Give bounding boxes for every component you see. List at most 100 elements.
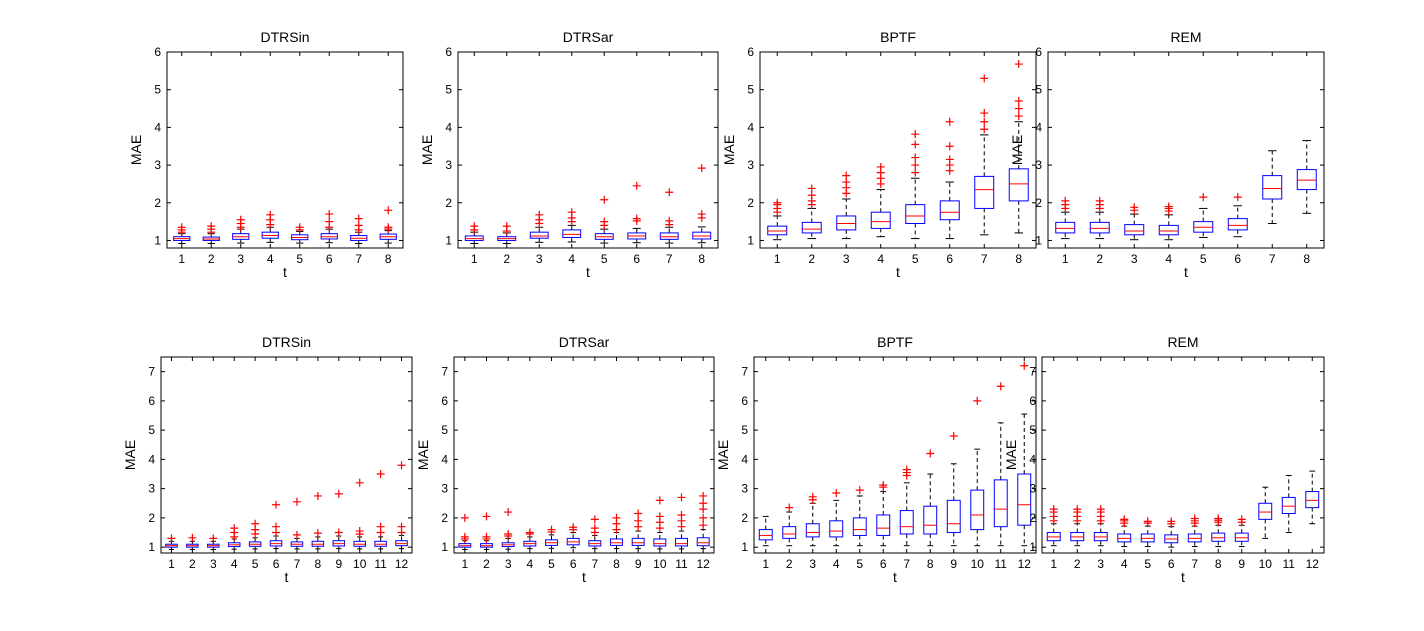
chart-1-box-8 [379,206,397,244]
chart-5-box-4 [227,524,241,550]
chart-2-ytick-label: 1 [445,233,452,247]
chart-4-xtick-label: 5 [1200,252,1207,266]
outlier-marker [1049,505,1058,514]
box-iqr [782,526,797,539]
outlier-marker [996,382,1005,391]
chart-5-ylabel: MAE [122,440,138,470]
outlier-marker [600,195,609,204]
box-iqr [1089,221,1110,234]
chart-8-box-1 [1046,505,1061,547]
box-iqr [899,510,914,535]
chart-7-ytick-label: 2 [741,511,748,525]
chart-7-box-10 [970,396,985,547]
box-iqr [1124,224,1145,236]
chart-1-box-5 [291,223,309,244]
box-iqr [905,204,926,224]
chart-3: BPTF MAE t 1 2 3 4 5 6 1 2 3 4 5 6 7 8 [721,29,1037,280]
chart-8-xtick-label: 5 [1144,557,1151,571]
chart-5-axes-frame [160,356,413,554]
chart-5-ytick-label: 5 [148,423,155,437]
box-iqr [1296,169,1317,191]
outlier-marker [1190,514,1199,523]
outlier-marker [634,509,643,518]
outlier-marker [1095,196,1104,205]
chart-7-xtick-label: 6 [880,557,887,571]
chart-6-ytick-label: 6 [441,394,448,408]
chart-8-box-5 [1140,517,1155,548]
chart-5-box-10 [353,478,366,550]
chart-1-xtick-label: 7 [355,252,362,266]
chart-2-ytick-label: 4 [445,120,452,134]
outlier-marker [325,210,334,219]
chart-7-box-2 [782,503,797,547]
chart-6-box-2 [480,512,493,550]
chart-8-xtick-label: 4 [1121,557,1128,571]
outlier-marker [697,210,706,219]
box-iqr [631,537,645,546]
outlier-marker [634,516,643,525]
outlier-marker [1199,193,1208,202]
chart-4-xtick-label: 4 [1165,252,1172,266]
chart-7-ytick-label: 5 [741,423,748,437]
chart-3-box-5 [905,130,926,240]
chart-6-box-4 [523,528,537,550]
chart-3-box-6 [939,117,960,240]
chart-2-xlabel: t [586,264,590,280]
chart-2-axes-frame [457,51,719,249]
chart-4-box-3 [1124,203,1145,241]
box-iqr [1258,502,1273,520]
outlier-marker [973,396,982,405]
outlier-marker [266,210,275,219]
box-iqr [1227,218,1248,231]
chart-8-ytick-label: 7 [1029,365,1036,379]
chart-5-xtick-label: 3 [210,557,217,571]
outlier-marker [209,534,218,543]
chart-2-box-6 [627,181,647,244]
outlier-marker [1061,196,1070,205]
outlier-marker [876,162,885,171]
chart-3-box-7 [974,74,995,236]
outlier-marker [325,217,334,226]
chart-1-ytick-label: 6 [154,45,161,59]
chart-6-ytick-label: 4 [441,452,448,466]
chart-2-xtick-label: 8 [698,252,705,266]
chart-8-ytick-label: 6 [1029,394,1036,408]
outlier-marker [699,513,708,522]
chart-1-ytick-label: 2 [154,196,161,210]
chart-8-ytick-label: 3 [1029,482,1036,496]
chart-1-ytick-label: 5 [154,83,161,97]
outlier-marker [384,223,393,232]
chart-4-xtick-label: 7 [1269,252,1276,266]
outlier-marker [1096,505,1105,514]
chart-8-ytick-label: 5 [1029,423,1036,437]
outlier-marker [355,527,364,536]
chart-8-xtick-label: 7 [1191,557,1198,571]
outlier-marker [1164,202,1173,211]
chart-3-xtick-label: 4 [877,252,884,266]
chart-5-box-8 [311,491,325,550]
chart-6-box-7 [588,515,602,550]
outlier-marker [470,222,479,231]
box-iqr [836,215,857,231]
chart-6-xtick-label: 3 [505,557,512,571]
chart-8-box-12 [1305,470,1320,525]
box-iqr [923,505,938,535]
chart-8-box-9 [1234,515,1249,548]
chart-4-xtick-label: 3 [1131,252,1138,266]
chart-8-xlabel: t [1181,569,1185,585]
chart-4-box-4 [1158,202,1179,241]
outlier-marker [1167,517,1176,526]
chart-8-xtick-label: 8 [1215,557,1222,571]
outlier-marker [1014,112,1023,121]
chart-3-box-3 [836,171,857,240]
outlier-marker [1143,517,1152,526]
chart-3-box-1 [767,198,788,241]
chart-2-xtick-label: 5 [601,252,608,266]
outlier-marker [292,497,301,506]
box-iqr [696,537,710,547]
chart-2: DTRSar MAE t 1 2 3 4 5 6 1 2 3 4 5 6 7 8 [419,29,719,280]
chart-5-xtick-label: 10 [353,557,367,571]
